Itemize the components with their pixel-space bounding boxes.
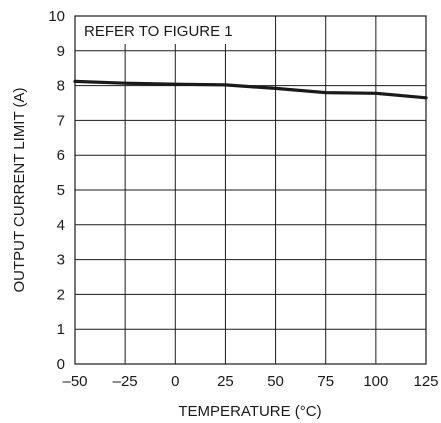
x-tick-label: 0 <box>171 373 179 390</box>
y-axis-title: OUTPUT CURRENT LIMIT (A) <box>11 87 28 292</box>
series-line <box>73 79 428 100</box>
x-tick-label: 25 <box>217 373 234 390</box>
series-layer <box>73 79 428 100</box>
y-tick-label: 3 <box>57 252 65 269</box>
y-tick-label: 0 <box>57 356 65 373</box>
y-tick-labels: 0 1 2 3 4 5 6 7 8 9 10 <box>48 8 65 373</box>
y-tick-label: 5 <box>57 182 65 199</box>
x-tick-label: 50 <box>267 373 284 390</box>
plot-frame <box>74 15 427 365</box>
y-tick-label: 2 <box>57 286 65 303</box>
y-tick-label: 7 <box>57 112 65 129</box>
y-tick-label: 1 <box>57 321 65 338</box>
x-tick-label: –25 <box>113 373 138 390</box>
annotation-group: REFER TO FIGURE 1 <box>78 16 238 44</box>
annotation-text: REFER TO FIGURE 1 <box>84 23 233 40</box>
x-axis-title: TEMPERATURE (°C) <box>178 403 321 420</box>
x-tick-label: 125 <box>413 373 438 390</box>
y-tick-label: 10 <box>48 8 65 25</box>
y-tick-label: 8 <box>57 78 65 95</box>
y-tick-label: 4 <box>57 217 65 234</box>
y-tick-label: 6 <box>57 147 65 164</box>
x-tick-label: 100 <box>363 373 388 390</box>
x-tick-label: 75 <box>317 373 334 390</box>
x-tick-labels: –50 –25 0 25 50 75 100 125 <box>62 373 438 390</box>
annotation-background <box>78 16 238 44</box>
y-tick-label: 9 <box>57 43 65 60</box>
grid-lines <box>74 15 427 365</box>
x-tick-label: –50 <box>62 373 87 390</box>
